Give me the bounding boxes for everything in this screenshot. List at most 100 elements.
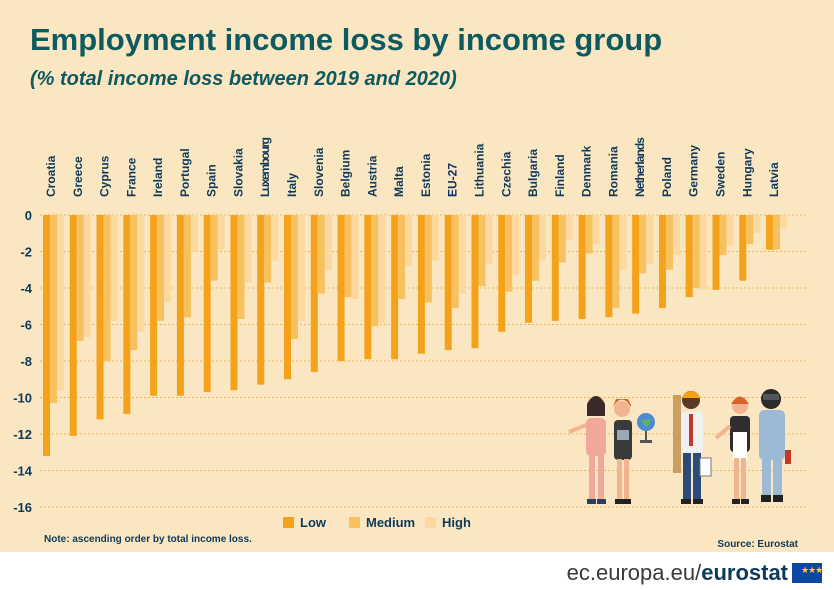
- bar-low: [685, 215, 693, 298]
- y-tick-label: -16: [13, 500, 32, 515]
- worker-teacher: [613, 399, 632, 504]
- worker-nurse: [568, 396, 606, 504]
- bar-high: [378, 215, 386, 323]
- bar-high: [405, 215, 413, 267]
- bar-low: [284, 215, 292, 380]
- bar-low: [123, 215, 131, 414]
- bar-low: [203, 215, 211, 393]
- bar-medium: [50, 215, 57, 403]
- bar-medium: [210, 215, 218, 281]
- bar-medium: [719, 215, 727, 256]
- footer-brand: eurostat: [701, 560, 788, 585]
- y-tick-label: -8: [20, 354, 32, 369]
- bar-high: [753, 215, 761, 234]
- bar-low: [230, 215, 238, 391]
- bar-low: [658, 215, 666, 309]
- x-category-label: Netherlands: [633, 137, 647, 197]
- x-category-label: Denmark: [580, 145, 594, 197]
- legend-swatch-medium: [349, 517, 360, 528]
- x-category-label: Austria: [365, 155, 379, 197]
- legend-swatch-low: [283, 517, 294, 528]
- y-tick-label: -6: [20, 318, 32, 333]
- bar-high: [592, 215, 600, 245]
- y-tick-label: -14: [13, 464, 33, 479]
- bar-high: [485, 215, 493, 265]
- eu-flag-icon: ★★★: [792, 563, 823, 583]
- worker-welder: [759, 389, 791, 502]
- bar-medium: [237, 215, 245, 320]
- bar-chart: 0 -2 -4 -6 -8 -10 -12 -14 -16 Croatia Greece Cypru…: [13, 137, 808, 530]
- bar-medium: [665, 215, 673, 270]
- bar-medium: [451, 215, 459, 309]
- bar-low: [525, 215, 533, 323]
- bar-low: [43, 215, 50, 456]
- bar-medium: [130, 215, 138, 351]
- legend-label-medium: Medium: [366, 515, 415, 530]
- x-category-label: Latvia: [767, 162, 781, 197]
- bar-high: [672, 215, 680, 256]
- chart-subtitle: (% total income loss between 2019 and 20…: [30, 68, 457, 90]
- bar-low: [391, 215, 399, 360]
- bar-high: [190, 215, 198, 252]
- bar-medium: [344, 215, 352, 298]
- bar-high: [324, 215, 332, 270]
- chart-note: Note: ascending order by total income lo…: [44, 534, 252, 545]
- bar-high: [780, 215, 788, 228]
- bar-low: [364, 215, 372, 360]
- bar-medium: [103, 215, 111, 361]
- bar-high: [512, 215, 520, 276]
- x-category-label: Malta: [392, 166, 406, 197]
- x-category-label: Cyprus: [98, 155, 112, 197]
- bar-medium: [478, 215, 486, 287]
- bar-low: [257, 215, 265, 385]
- bar-medium: [76, 215, 84, 341]
- y-tick-label: 0: [25, 208, 32, 223]
- bar-low: [578, 215, 586, 320]
- bar-high: [565, 215, 573, 241]
- bar-high: [539, 215, 547, 261]
- y-tick-label: -2: [20, 245, 32, 260]
- bar-high: [137, 215, 145, 332]
- bar-high: [699, 215, 707, 290]
- globe-icon: [637, 413, 655, 443]
- x-category-label: Romania: [606, 146, 620, 197]
- bar-medium: [424, 215, 432, 303]
- bar-high: [110, 215, 118, 321]
- x-category-label: Germany: [687, 145, 701, 197]
- illustration-workers: [568, 389, 791, 504]
- x-category-label: Spain: [205, 164, 219, 197]
- bar-medium: [157, 215, 165, 321]
- bar-high: [431, 215, 439, 261]
- bar-medium: [398, 215, 406, 299]
- x-category-label: Estonia: [419, 153, 433, 197]
- bar-low: [712, 215, 720, 290]
- x-category-label: Ireland: [151, 158, 165, 197]
- bar-low: [498, 215, 506, 332]
- bar-high: [351, 215, 359, 299]
- bar-medium: [264, 215, 272, 283]
- bar-medium: [183, 215, 191, 318]
- x-axis-category-labels: Croatia Greece Cyprus France Ireland Portugal…: [44, 137, 781, 197]
- y-tick-label: -12: [13, 427, 32, 442]
- x-category-label: Luxembourg: [258, 137, 272, 197]
- x-category-label: EU-27: [446, 163, 460, 197]
- bar-low: [69, 215, 77, 436]
- bar-low: [310, 215, 318, 372]
- bar-low: [632, 215, 640, 314]
- bar-low: [766, 215, 774, 250]
- footer-eurostat-link[interactable]: ec.europa.eu/eurostat: [567, 560, 788, 586]
- bar-low: [444, 215, 452, 351]
- y-tick-label: -4: [20, 281, 32, 296]
- bar-high: [271, 215, 279, 261]
- bar-medium: [692, 215, 700, 288]
- bar-low: [551, 215, 559, 321]
- bar-high: [458, 215, 466, 294]
- bar-low: [739, 215, 747, 281]
- bar-high: [646, 215, 654, 265]
- worker-waitress: [714, 396, 750, 504]
- bar-medium: [317, 215, 325, 294]
- x-category-label: Finland: [553, 154, 567, 197]
- bar-high: [57, 215, 64, 391]
- bar-high: [298, 215, 306, 321]
- bar-high: [217, 215, 225, 250]
